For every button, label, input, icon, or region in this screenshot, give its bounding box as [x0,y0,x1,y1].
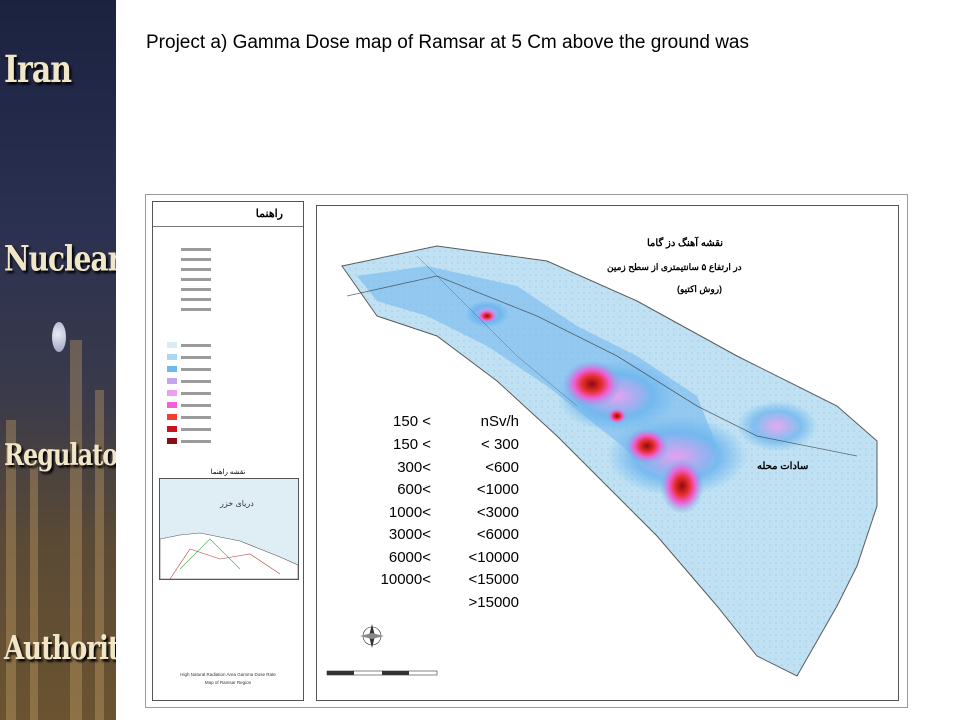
dose-range-max: < 300 [481,436,519,453]
legend-swatch [167,390,177,396]
banner-word-nuclear: Nuclear [4,238,116,280]
legend-swatch-label [181,392,211,395]
dose-unit-right: nSv/h [480,413,519,430]
legend-swatch-label [181,356,211,359]
legend-line [181,308,211,311]
legend-line [181,288,211,291]
dose-scale-overlay: 150 < nSv/h 150 < < 300 300< <600 600< <1000 1… [351,413,521,613]
legend-line [181,258,211,261]
map-persian-title-2: در ارتفاع ۵ سانتیمتری از سطح زمین [607,262,742,272]
gamma-dose-map: راهنما دریای خزر نقشه راهنما High Natura… [145,194,908,708]
inset-sea-label: دریای خزر [220,499,254,508]
dose-range-max: >15000 [468,593,519,611]
legend-swatch [167,414,177,420]
dose-range-min: 10000< [380,571,431,588]
banner-word-iran: Iran [4,48,72,92]
banner-pillar [6,420,16,720]
english-caption-1: High Natural Radiation Area Gamma Dose R… [180,672,276,677]
legend-swatch [167,426,177,432]
legend-swatch [167,378,177,384]
location-inset-map: دریای خزر [159,478,299,580]
banner-pillar [95,390,104,720]
north-arrow-icon [360,624,384,648]
map-persian-title-1: نقشه آهنگ دز گاما [647,238,723,249]
legend-line [181,268,211,271]
legend-swatch-label [181,416,211,419]
dose-range-max: <1000 [476,481,519,498]
map-scale-bar [326,670,438,676]
legend-line [181,298,211,301]
legend-swatch-label [181,428,211,431]
inset-heading: نقشه راهنما [210,469,246,476]
dose-range-min: 3000< [388,526,431,543]
banner-pillar [30,460,38,720]
slide-title: Project a) Gamma Dose map of Ramsar at 5… [146,32,749,53]
dose-map-svg [326,245,878,677]
legend-line [181,278,211,281]
dose-range-min: 6000< [388,548,431,566]
dose-range-min: 1000< [388,503,431,521]
legend-swatch-label [181,368,211,371]
banner-word-authority: Authority [4,630,116,668]
legend-swatch-label [181,440,211,443]
legend-swatch [167,438,177,444]
legend-line [181,248,211,251]
dose-range-max: <15000 [468,571,519,588]
map-body: نقشه آهنگ دز گاما در ارتفاع ۵ سانتیمتری … [316,205,899,701]
legend-swatch [167,354,177,360]
legend-swatch [167,402,177,408]
legend-swatch-label [181,380,211,383]
english-caption-2: Map of Ramsar Region [204,680,252,685]
legend-swatch [167,366,177,372]
map-persian-title-3: (روش اکتیو) [677,284,723,294]
legend-heading: راهنما [153,202,303,227]
moon-icon [52,322,66,352]
map-legend-panel: راهنما دریای خزر نقشه راهنما High Natura… [152,201,304,701]
legend-swatch-label [181,344,211,347]
legend-swatch-label [181,404,211,407]
dose-range-max: <10000 [468,548,519,566]
dose-range-min: 300< [397,458,431,476]
dose-range-max: <3000 [476,503,519,521]
place-label: سادات محله [757,461,809,472]
dose-range-max: <600 [485,458,519,476]
side-banner: Iran Nuclear Regulatory Authority [0,0,116,720]
inset-svg [160,532,298,579]
banner-pillar [70,340,82,720]
dose-unit-left: 150 < [393,413,431,430]
dose-range-min: 600< [397,481,431,498]
dose-range-min: 150 < [393,436,431,453]
banner-word-regulatory: Regulatory [4,436,116,473]
legend-swatch [167,342,177,348]
dose-range-max: <6000 [476,526,519,543]
